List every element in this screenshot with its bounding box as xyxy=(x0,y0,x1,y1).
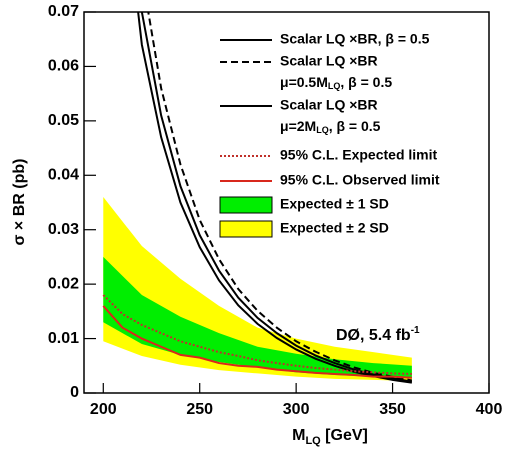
legend-label: Scalar LQ ×BR, β = 0.5 xyxy=(280,31,430,47)
legend-label: Expected ± 2 SD xyxy=(280,220,389,236)
y-tick-label: 0.02 xyxy=(48,275,79,292)
legend-params: μ=2MLQ, β = 0.5 xyxy=(280,118,381,136)
legend-label: 95% C.L. Observed limit xyxy=(280,172,440,188)
band xyxy=(103,256,412,379)
legend-params-rest: , β = 0.5 xyxy=(329,118,381,134)
legend-params-sub: LQ xyxy=(316,125,329,135)
y-tick-label: 0.07 xyxy=(48,3,79,20)
legend-label: 95% C.L. Expected limit xyxy=(280,147,437,163)
x-label-main: M xyxy=(292,427,305,444)
x-label-rest: [GeV] xyxy=(321,427,368,444)
y-tick-label: 0.05 xyxy=(48,112,79,129)
plot-area xyxy=(102,12,413,384)
series-line xyxy=(102,305,412,379)
y-tick-label: 0 xyxy=(70,384,79,401)
legend-params: μ=0.5MLQ, β = 0.5 xyxy=(280,74,392,92)
y-axis-label: σ × BR (pb) xyxy=(11,159,28,246)
legend-label: Expected ± 1 SD xyxy=(280,196,389,212)
x-tick-label: 200 xyxy=(90,401,117,418)
x-label-sub: LQ xyxy=(305,435,321,447)
annotation-sup: -1 xyxy=(411,325,420,336)
frame xyxy=(83,11,490,394)
y-tick-label: 0.01 xyxy=(48,330,79,347)
legend-params-main: μ=2M xyxy=(280,118,316,134)
legend-params-sub: LQ xyxy=(328,81,341,91)
series-line xyxy=(137,12,412,384)
legend-params-rest: , β = 0.5 xyxy=(340,74,392,90)
y-tick-label: 0.06 xyxy=(48,58,79,75)
legend-swatch xyxy=(219,220,273,238)
x-tick-label: 400 xyxy=(476,401,503,418)
legend-label: Scalar LQ ×BR xyxy=(280,53,378,69)
annotation: DØ, 5.4 fb-1 xyxy=(336,325,420,345)
legend-params-main: μ=0.5M xyxy=(280,74,328,90)
x-axis-label: MLQ [GeV] xyxy=(292,427,368,447)
annotation-main: DØ, 5.4 fb xyxy=(336,327,411,344)
x-tick-label: 250 xyxy=(186,401,213,418)
x-tick-label: 300 xyxy=(283,401,310,418)
y-tick-label: 0.04 xyxy=(48,167,79,184)
x-tick-label: 350 xyxy=(379,401,406,418)
legend-swatch xyxy=(219,196,273,214)
legend-label: Scalar LQ ×BR xyxy=(280,97,378,113)
y-tick-label: 0.03 xyxy=(48,221,79,238)
